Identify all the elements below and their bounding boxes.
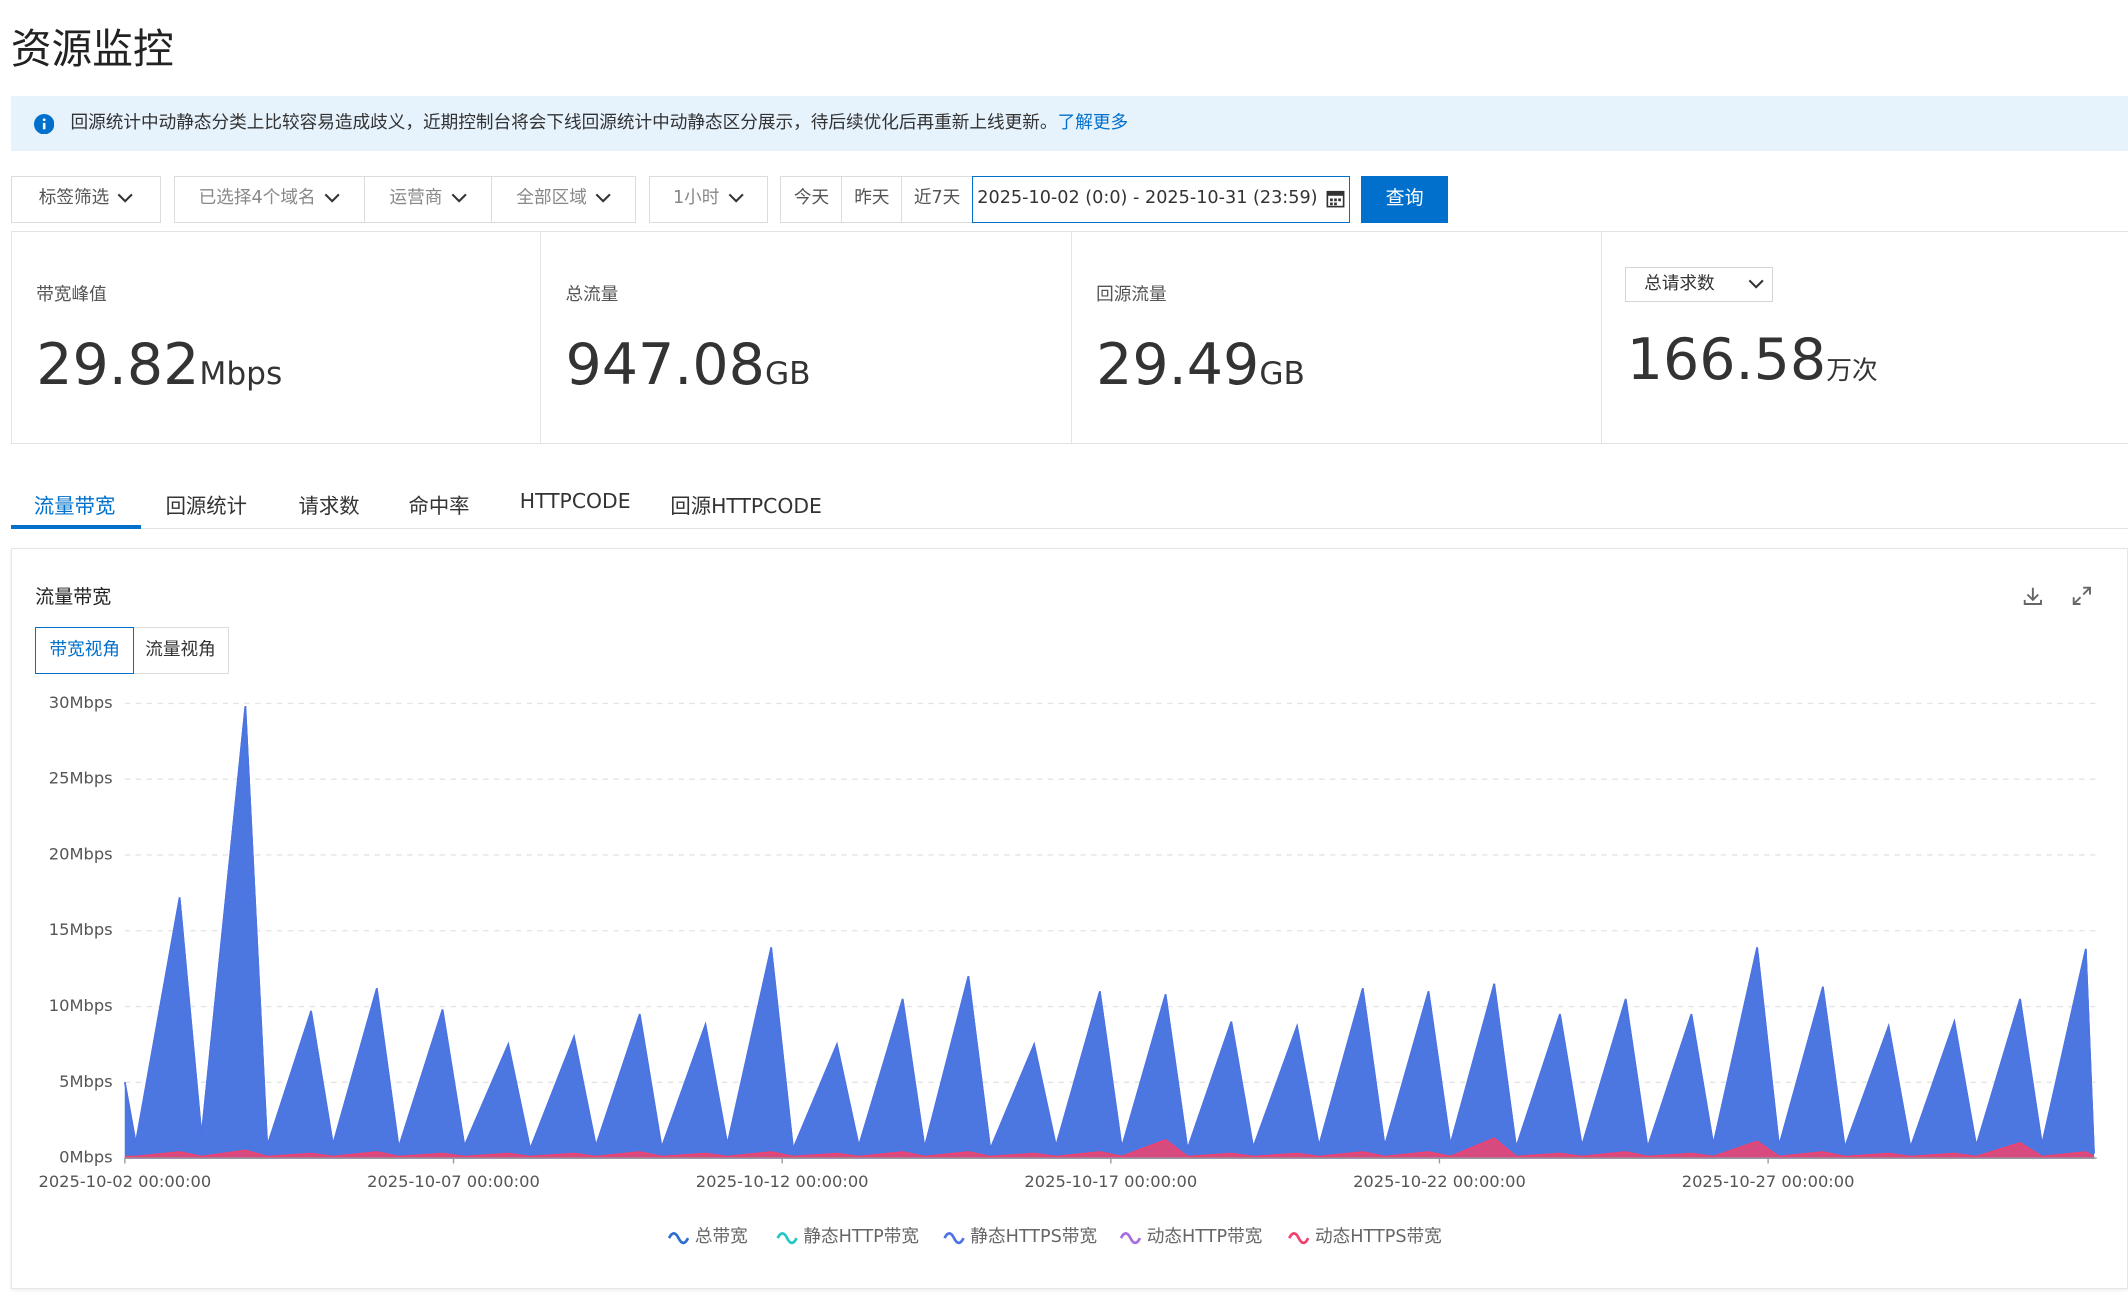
x-tick-label: 2025-10-27 00:00:00: [1682, 1172, 1855, 1191]
legend-label: 静态HTTPS带宽: [970, 1225, 1097, 1246]
legend-label: 静态HTTP带宽: [803, 1225, 919, 1246]
dropdown-label: 全部区域: [516, 188, 587, 208]
fullscreen-icon[interactable]: [2071, 585, 2093, 607]
stat-label: 总流量: [566, 281, 619, 306]
query-button[interactable]: 查询: [1361, 176, 1448, 222]
stat-number: 166.58: [1627, 327, 1826, 393]
notice-content: 回源统计中动静态分类上比较容易造成歧义，近期控制台将会下线回源统计中动静态区分展…: [71, 96, 1129, 150]
dropdown-label: 运营商: [389, 188, 442, 208]
stat-label: 带宽峰值: [36, 281, 107, 306]
dropdown-label: 已选择4个域名: [199, 188, 316, 208]
legend-icon: [945, 1233, 964, 1242]
tab[interactable]: 回源HTTPCODE: [670, 489, 822, 519]
chevron: [117, 193, 133, 204]
chevron: [451, 193, 467, 204]
legend-icon: [778, 1233, 797, 1242]
stat-label: 回源流量: [1096, 281, 1167, 306]
y-tick-label: 20Mbps: [49, 844, 113, 863]
stat-card: 带宽峰值 29.82Mbps: [11, 231, 542, 444]
quick-range[interactable]: 今天: [780, 176, 842, 222]
y-tick-label: 25Mbps: [49, 768, 113, 787]
stat-value: 29.49GB: [1096, 332, 1305, 398]
stat-card: 总请求数 166.58万次: [1601, 231, 2128, 444]
tab[interactable]: 回源统计: [166, 489, 247, 519]
tab[interactable]: 请求数: [299, 489, 360, 519]
stat-unit: Mbps: [199, 356, 282, 392]
stat-value: 947.08GB: [566, 332, 811, 398]
tab-active[interactable]: 流量带宽: [34, 489, 115, 519]
legend-icon: [1289, 1233, 1308, 1242]
chart: 0Mbps 5Mbps 10Mbps 15Mbps 20Mbps 25Mbps 30Mbps…: [0, 679, 2128, 1276]
metric-selector[interactable]: 总请求数: [1625, 267, 1773, 302]
date-range: 2025-10-02 (0:0) - 2025-10-31 (23:59): [977, 188, 1317, 208]
y-tick-label: 15Mbps: [49, 920, 113, 939]
dropdown[interactable]: 运营商: [364, 176, 493, 222]
stat-unit: GB: [765, 356, 811, 392]
tab-underline: [11, 525, 141, 529]
x-tick-label: 2025-10-02 00:00:00: [38, 1172, 211, 1191]
stat-unit: 万次: [1826, 356, 1878, 386]
series-area: [125, 706, 2094, 1158]
tab[interactable]: 命中率: [408, 489, 469, 519]
notice-text: 回源统计中动静态分类上比较容易造成歧义，近期控制台将会下线回源统计中动静态区分展…: [71, 113, 1058, 133]
x-tick-label: 2025-10-07 00:00:00: [367, 1172, 540, 1191]
quick-range[interactable]: 近7天: [901, 176, 973, 222]
legend-label: 总带宽: [695, 1225, 748, 1246]
dropdown[interactable]: 标签筛选: [11, 176, 162, 222]
chevron: [728, 193, 744, 204]
quick-range[interactable]: 昨天: [841, 176, 902, 222]
stat-number: 29.49: [1096, 332, 1259, 398]
stat-unit: GB: [1259, 356, 1305, 392]
dropdown-label: 1小时: [673, 188, 719, 208]
legend-icon: [1121, 1233, 1140, 1242]
chevron: [595, 193, 611, 204]
download-icon[interactable]: [2022, 585, 2044, 607]
date-range-picker[interactable]: 2025-10-02 (0:0) - 2025-10-31 (23:59): [972, 176, 1351, 222]
legend-icon: [669, 1233, 688, 1242]
selector-label: 总请求数: [1644, 274, 1715, 294]
y-tick-label: 30Mbps: [49, 692, 113, 711]
stat-value: 166.58万次: [1627, 327, 1878, 393]
page-title: 资源监控: [11, 16, 174, 75]
y-tick-label: 5Mbps: [59, 1071, 113, 1090]
dropdown-label: 标签筛选: [39, 188, 110, 208]
x-tick-label: 2025-10-22 00:00:00: [1353, 1172, 1526, 1191]
chevron: [1748, 279, 1764, 290]
chevron: [324, 193, 340, 204]
legend-label: 动态HTTPS带宽: [1315, 1225, 1442, 1246]
x-tick-label: 2025-10-17 00:00:00: [1024, 1172, 1197, 1191]
legend-label: 动态HTTP带宽: [1147, 1225, 1263, 1246]
notice-banner: 回源统计中动静态分类上比较容易造成歧义，近期控制台将会下线回源统计中动静态区分展…: [11, 96, 2128, 150]
tab-divider: [11, 528, 2128, 529]
stat-card: 总流量 947.08GB: [540, 231, 1072, 444]
dropdown[interactable]: 1小时: [649, 176, 768, 222]
stat-card: 回源流量 29.49GB: [1071, 231, 1603, 444]
y-tick-label: 0Mbps: [59, 1147, 113, 1166]
view-toggle-active[interactable]: 带宽视角: [35, 627, 134, 674]
dropdown[interactable]: 全部区域: [491, 176, 636, 222]
tab[interactable]: HTTPCODE: [520, 489, 631, 513]
stat-number: 29.82: [36, 332, 199, 398]
view-toggle[interactable]: 流量视角: [132, 627, 230, 674]
stat-number: 947.08: [566, 332, 765, 398]
x-tick-label: 2025-10-12 00:00:00: [696, 1172, 869, 1191]
panel-title: 流量带宽: [35, 582, 111, 609]
info-icon: [34, 114, 54, 134]
notice-link[interactable]: 了解更多: [1058, 113, 1129, 133]
stat-value: 29.82Mbps: [36, 332, 282, 398]
dropdown[interactable]: 已选择4个域名: [174, 176, 365, 222]
y-tick-label: 10Mbps: [49, 996, 113, 1015]
calendar-icon: [1326, 189, 1345, 208]
